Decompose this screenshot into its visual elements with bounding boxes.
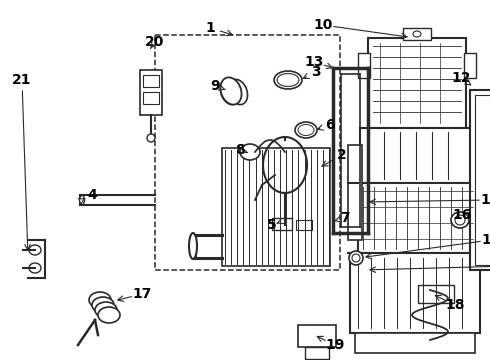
Ellipse shape: [147, 134, 155, 142]
Bar: [475, 95, 490, 265]
Text: 20: 20: [146, 35, 165, 49]
Bar: [368, 38, 466, 128]
Text: 15: 15: [481, 233, 490, 247]
Text: 13: 13: [304, 55, 324, 69]
Bar: [360, 128, 475, 183]
Text: 6: 6: [325, 118, 335, 132]
Text: 8: 8: [235, 143, 245, 157]
Bar: [143, 92, 159, 104]
Ellipse shape: [295, 122, 317, 138]
Ellipse shape: [228, 80, 247, 105]
Text: 3: 3: [311, 65, 321, 79]
Text: 2: 2: [337, 148, 347, 162]
Bar: [470, 90, 490, 270]
Text: 21: 21: [12, 73, 32, 87]
Text: 16: 16: [452, 208, 472, 222]
Text: 18: 18: [445, 298, 465, 312]
Bar: [296, 220, 312, 230]
Ellipse shape: [29, 263, 41, 273]
Bar: [305, 347, 329, 359]
Bar: [155, 35, 340, 270]
Ellipse shape: [95, 302, 117, 318]
Text: 12: 12: [451, 71, 471, 85]
Ellipse shape: [92, 297, 114, 313]
Bar: [222, 148, 330, 266]
Bar: [350, 253, 480, 333]
Text: 10: 10: [313, 18, 333, 32]
Ellipse shape: [220, 77, 242, 105]
Ellipse shape: [451, 212, 469, 228]
Bar: [140, 70, 162, 115]
Ellipse shape: [352, 254, 360, 262]
Ellipse shape: [274, 71, 302, 89]
Ellipse shape: [79, 195, 84, 204]
Bar: [464, 53, 476, 78]
Ellipse shape: [455, 215, 465, 225]
Bar: [272, 218, 292, 230]
Text: 4: 4: [87, 188, 97, 202]
Bar: [418, 285, 454, 303]
Text: 9: 9: [210, 79, 220, 93]
Ellipse shape: [220, 80, 240, 105]
Ellipse shape: [189, 233, 197, 259]
Bar: [143, 75, 159, 87]
Text: 5: 5: [267, 218, 277, 232]
Text: 1: 1: [205, 21, 215, 35]
Ellipse shape: [277, 73, 299, 86]
Ellipse shape: [29, 245, 41, 255]
Bar: [348, 145, 362, 240]
Text: 19: 19: [325, 338, 344, 352]
Ellipse shape: [89, 292, 111, 308]
Ellipse shape: [98, 307, 120, 323]
Bar: [358, 183, 478, 253]
Ellipse shape: [240, 144, 260, 160]
Bar: [358, 53, 370, 78]
Bar: [403, 28, 431, 40]
Ellipse shape: [413, 31, 421, 37]
Text: 7: 7: [340, 211, 350, 225]
Ellipse shape: [298, 125, 314, 135]
Bar: [355, 333, 475, 353]
Text: 14: 14: [480, 193, 490, 207]
Bar: [298, 325, 336, 347]
Text: 17: 17: [132, 287, 152, 301]
Ellipse shape: [349, 251, 363, 265]
